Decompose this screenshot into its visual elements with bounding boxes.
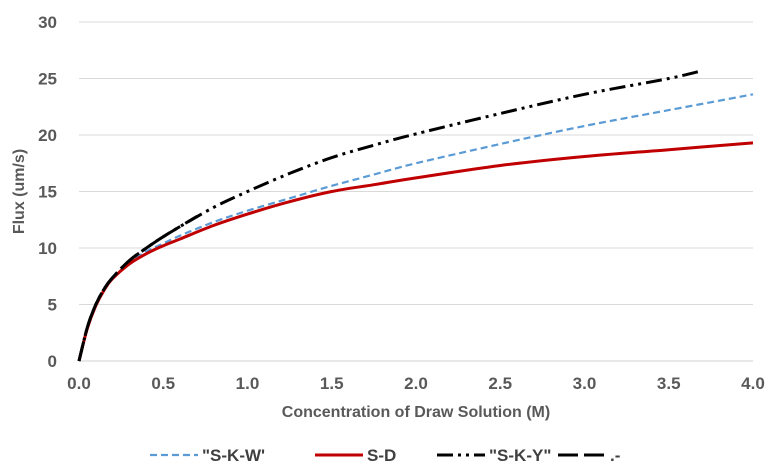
- y-tick-label: 30: [38, 13, 57, 32]
- gridlines: [79, 21, 753, 305]
- y-tick-label: 25: [38, 70, 57, 89]
- x-tick-label: 0.5: [151, 374, 175, 393]
- x-tick-label: 0.0: [67, 374, 91, 393]
- series-line: [77, 141, 754, 362]
- x-tick-label: 2.0: [404, 374, 428, 393]
- legend-label: "S-K-Y": [489, 446, 551, 465]
- x-tick-label: 3.5: [657, 374, 681, 393]
- series-layer: [77, 69, 754, 362]
- y-tick-label: 15: [38, 183, 57, 202]
- y-tick-label: 10: [38, 239, 57, 258]
- legend: "S-K-W' S-D "S-K-Y" .-: [150, 446, 620, 465]
- x-tick-label: 3.0: [573, 374, 597, 393]
- x-tick-label: 1.5: [320, 374, 344, 393]
- y-tick-label: 20: [38, 126, 57, 145]
- y-tick-label: 0: [48, 352, 57, 371]
- series-line: [77, 69, 703, 362]
- y-tick-label: 5: [48, 296, 57, 315]
- legend-label: S-D: [367, 446, 396, 465]
- x-tick-label: 2.5: [488, 374, 512, 393]
- y-axis-title: Flux (um/s): [11, 149, 28, 234]
- x-axis-title: Concentration of Draw Solution (M): [282, 404, 550, 421]
- legend-label: "S-K-W': [202, 446, 265, 465]
- x-tick-label: 1.0: [236, 374, 260, 393]
- series-line: [77, 215, 198, 362]
- x-tick-label: 4.0: [741, 374, 765, 393]
- legend-label: .-: [610, 446, 620, 465]
- tick-labels: 0 5 10 15 20 25 30 0.0 0.5 1.0 1.5 2.0 2.5 3.0 3.5 4.0: [38, 13, 765, 393]
